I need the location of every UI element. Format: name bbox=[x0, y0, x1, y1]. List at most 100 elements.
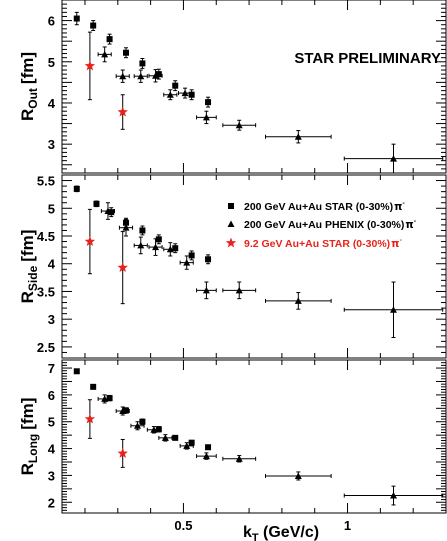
y-tick-label: 4 bbox=[48, 257, 56, 272]
data-point-square bbox=[155, 236, 162, 243]
data-point-square bbox=[205, 99, 212, 106]
legend-particle: π bbox=[394, 201, 402, 213]
data-point-triangle bbox=[137, 241, 145, 249]
legend-marker-square bbox=[228, 203, 234, 209]
data-point-star bbox=[117, 106, 128, 117]
data-point-triangle bbox=[183, 442, 191, 449]
x-axis-label: kT (GeV/c) bbox=[243, 524, 319, 541]
panel-frame bbox=[61, 174, 447, 359]
data-point-triangle bbox=[150, 426, 158, 433]
data-point-triangle bbox=[294, 297, 302, 304]
series-star bbox=[84, 31, 128, 130]
data-point-triangle bbox=[101, 50, 109, 58]
data-point-square bbox=[155, 71, 162, 78]
data-point-square bbox=[90, 22, 97, 29]
panel-top: 3 4 5 6 ROut [fm] STAR PRELIMINARY bbox=[18, 0, 447, 174]
data-point-star bbox=[84, 236, 96, 246]
y-tick-label: 4 bbox=[48, 96, 56, 111]
data-point-triangle bbox=[181, 89, 189, 97]
data-point-triangle bbox=[152, 243, 160, 251]
data-point-triangle bbox=[389, 155, 397, 162]
data-point-triangle bbox=[235, 121, 243, 129]
series-triangle bbox=[97, 394, 444, 506]
y-axis-label-unit: [fm] bbox=[18, 230, 37, 262]
data-point-triangle bbox=[104, 207, 112, 215]
legend-charge: - bbox=[399, 237, 402, 244]
legend-marker-triangle bbox=[227, 220, 235, 227]
y-tick-label: 6 bbox=[48, 14, 55, 29]
data-point-triangle bbox=[294, 133, 302, 140]
y-tick-label: 4.5 bbox=[37, 229, 55, 244]
data-point-square bbox=[108, 209, 115, 216]
data-point-square bbox=[93, 200, 100, 207]
data-point-square bbox=[73, 15, 80, 22]
x-axis-label-unit: (GeV/c) bbox=[259, 524, 319, 541]
y-tick-label: 4 bbox=[48, 442, 56, 457]
y-axis-label-unit: [fm] bbox=[18, 52, 37, 84]
y-axis-label-sub: Out bbox=[26, 88, 40, 109]
data-point-triangle bbox=[152, 72, 160, 79]
data-point-square bbox=[172, 245, 179, 252]
data-point-square bbox=[123, 49, 129, 56]
y-axis-label: RLong [fm] bbox=[18, 398, 40, 476]
x-tick-label: 0.5 bbox=[174, 518, 192, 533]
y-tick-label: 7 bbox=[48, 361, 55, 376]
data-point-triangle bbox=[294, 472, 302, 479]
data-point-triangle bbox=[166, 245, 174, 253]
y-tick-label: 5.5 bbox=[37, 174, 55, 189]
y-tick-label: 6 bbox=[48, 388, 55, 403]
data-point-triangle bbox=[202, 452, 210, 460]
data-point-triangle bbox=[389, 492, 397, 499]
data-point-triangle bbox=[389, 306, 397, 313]
y-axis-label-main: R bbox=[18, 291, 37, 303]
data-point-triangle bbox=[166, 91, 174, 98]
y-tick-label: 2.5 bbox=[37, 340, 55, 355]
data-point-star bbox=[84, 413, 96, 424]
y-tick-label: 5 bbox=[48, 201, 55, 216]
data-point-star bbox=[117, 447, 128, 458]
legend-label: 200 GeV Au+Au STAR (0-30%)π- bbox=[244, 200, 405, 213]
data-point-triangle bbox=[137, 72, 145, 80]
data-point-star bbox=[117, 262, 128, 273]
data-point-square bbox=[172, 82, 179, 89]
data-point-triangle bbox=[235, 286, 243, 294]
panel-middle: 2.5 3 3.5 4 4.5 5 5.5 RSide [fm] 200 GeV Au+Au ST… bbox=[18, 174, 447, 359]
legend-label-text: 9.2 GeV Au+Au STAR (0-30%) bbox=[244, 238, 390, 250]
data-point-triangle bbox=[202, 113, 210, 121]
series-square bbox=[73, 185, 212, 265]
data-point-square bbox=[155, 426, 162, 433]
data-point-triangle bbox=[183, 259, 191, 266]
legend-particle: π bbox=[391, 238, 399, 250]
data-point-square bbox=[205, 444, 212, 451]
data-point-square bbox=[106, 395, 113, 402]
y-tick-label: 2 bbox=[48, 495, 55, 510]
data-point-triangle bbox=[133, 422, 141, 429]
data-point-square bbox=[188, 439, 195, 446]
y-tick-label: 3 bbox=[48, 468, 55, 483]
legend-label: 200 GeV Au+Au PHENIX (0-30%)π- bbox=[244, 218, 417, 231]
data-point-triangle bbox=[122, 224, 130, 231]
legend-charge: - bbox=[402, 200, 405, 207]
y-axis-label-main: R bbox=[18, 109, 37, 121]
y-tick-label: 5 bbox=[48, 415, 55, 430]
panel-frame bbox=[61, 359, 447, 514]
data-point-triangle bbox=[101, 395, 109, 402]
y-axis-label: ROut [fm] bbox=[18, 52, 40, 121]
data-point-triangle bbox=[119, 72, 127, 80]
y-tick-label: 3 bbox=[48, 312, 55, 327]
x-tick-label: 1 bbox=[344, 518, 351, 533]
data-point-triangle bbox=[161, 434, 169, 441]
y-tick-label: 5 bbox=[48, 55, 55, 70]
data-point-square bbox=[139, 418, 146, 425]
x-axis-label-main: k bbox=[243, 524, 252, 541]
y-axis-label-sub: Long bbox=[26, 434, 40, 463]
data-point-square bbox=[205, 256, 212, 263]
y-tick-label: 3.5 bbox=[37, 284, 55, 299]
data-point-square bbox=[123, 407, 129, 414]
data-point-square bbox=[73, 185, 80, 192]
series-triangle bbox=[100, 202, 444, 338]
y-axis-label-main: R bbox=[18, 463, 37, 475]
y-axis-label: RSide [fm] bbox=[18, 230, 40, 304]
legend-charge: - bbox=[414, 218, 417, 225]
data-point-triangle bbox=[202, 286, 210, 294]
